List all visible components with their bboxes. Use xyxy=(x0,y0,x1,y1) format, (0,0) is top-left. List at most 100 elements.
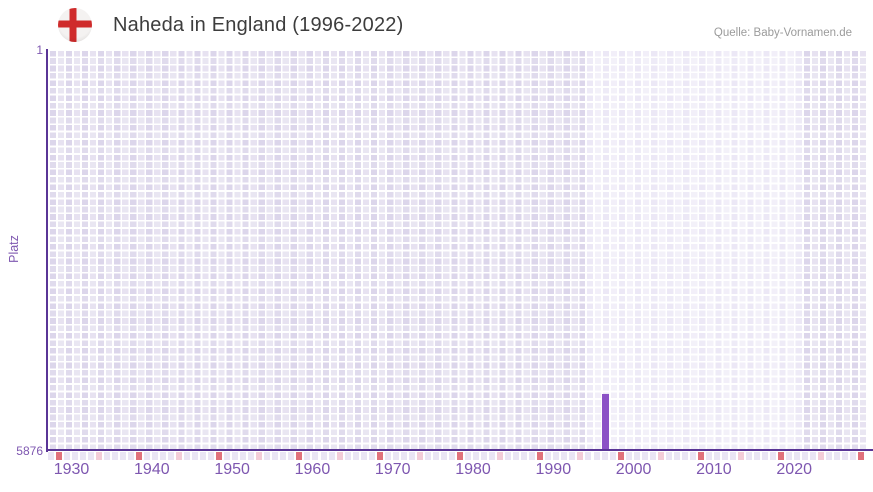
x-tick-2011 xyxy=(705,451,712,460)
x-tick-2016 xyxy=(746,451,753,460)
x-tick-2010 xyxy=(697,451,704,460)
x-tick-1951 xyxy=(224,451,231,460)
y-axis-title: Platz xyxy=(7,235,21,263)
x-tick-1968 xyxy=(360,451,367,460)
x-tick-1956 xyxy=(264,451,271,460)
x-tick-1941 xyxy=(143,451,150,460)
x-tick-1988 xyxy=(521,451,528,460)
x-tick-1944 xyxy=(167,451,174,460)
x-tick-2015 xyxy=(738,451,745,460)
x-tick-1991 xyxy=(545,451,552,460)
x-tick-1978 xyxy=(440,451,447,460)
england-flag-icon xyxy=(58,8,92,42)
x-tick-1937 xyxy=(111,451,118,460)
x-tick-label-1990: 1990 xyxy=(535,461,572,478)
x-tick-1954 xyxy=(248,451,255,460)
x-tick-2022 xyxy=(794,451,801,460)
x-tick-1950 xyxy=(216,451,223,460)
x-tick-2029 xyxy=(850,451,857,460)
x-tick-label-2020: 2020 xyxy=(776,461,812,478)
x-tick-1973 xyxy=(400,451,407,460)
x-tick-1932 xyxy=(71,451,78,460)
x-tick-1998 xyxy=(601,451,608,460)
x-tick-label-1970: 1970 xyxy=(374,461,411,478)
x-tick-1974 xyxy=(408,451,415,460)
x-tick-1943 xyxy=(159,451,166,460)
x-tick-2009 xyxy=(689,451,696,460)
x-tick-2021 xyxy=(786,451,793,460)
x-tick-2024 xyxy=(810,451,817,460)
x-tick-1957 xyxy=(272,451,279,460)
x-tick-1990 xyxy=(537,451,544,460)
x-tick-2012 xyxy=(713,451,720,460)
x-tick-1946 xyxy=(184,451,191,460)
x-tick-1986 xyxy=(505,451,512,460)
x-tick-1936 xyxy=(103,451,110,460)
x-tick-1971 xyxy=(384,451,391,460)
x-tick-1929 xyxy=(47,451,54,460)
x-axis-line xyxy=(46,449,873,451)
y-axis-line xyxy=(46,49,48,452)
x-tick-1962 xyxy=(312,451,319,460)
x-tick-2018 xyxy=(762,451,769,460)
x-tick-2001 xyxy=(625,451,632,460)
grid-zone-dark xyxy=(802,49,867,450)
x-tick-1969 xyxy=(368,451,375,460)
x-tick-1979 xyxy=(448,451,455,460)
source-credit: Quelle: Baby-Vornamen.de xyxy=(713,27,852,39)
x-tick-1999 xyxy=(609,451,616,460)
x-tick-1985 xyxy=(497,451,504,460)
x-tick-1964 xyxy=(328,451,335,460)
x-tick-2004 xyxy=(649,451,656,460)
x-tick-2014 xyxy=(730,451,737,460)
grid-zone-light xyxy=(585,49,803,450)
x-tick-1952 xyxy=(232,451,239,460)
x-tick-1994 xyxy=(569,451,576,460)
x-tick-1939 xyxy=(127,451,134,460)
x-tick-label-1950: 1950 xyxy=(214,461,250,478)
x-tick-1935 xyxy=(95,451,102,460)
x-tick-1989 xyxy=(529,451,536,460)
x-tick-1977 xyxy=(432,451,439,460)
x-tick-1945 xyxy=(175,451,182,460)
x-tick-1933 xyxy=(79,451,86,460)
x-tick-label-1960: 1960 xyxy=(294,461,331,478)
x-tick-label-2000: 2000 xyxy=(615,461,652,478)
x-tick-1987 xyxy=(513,451,520,460)
x-tick-2019 xyxy=(770,451,777,460)
x-tick-2026 xyxy=(826,451,833,460)
x-tick-2020 xyxy=(778,451,785,460)
x-tick-1992 xyxy=(553,451,560,460)
x-tick-2002 xyxy=(633,451,640,460)
x-tick-2006 xyxy=(665,451,672,460)
x-tick-1996 xyxy=(585,451,592,460)
x-tick-1981 xyxy=(465,451,472,460)
x-tick-1940 xyxy=(135,451,142,460)
x-tick-1970 xyxy=(376,451,383,460)
x-tick-1980 xyxy=(457,451,464,460)
x-tick-1934 xyxy=(87,451,94,460)
x-tick-2023 xyxy=(802,451,809,460)
x-tick-2027 xyxy=(834,451,841,460)
x-tick-2025 xyxy=(818,451,825,460)
x-tick-2000 xyxy=(617,451,624,460)
x-tick-label-1940: 1940 xyxy=(134,461,170,478)
rank-bar-1998 xyxy=(602,393,609,450)
grid-zone-dark xyxy=(47,49,586,450)
x-tick-2008 xyxy=(681,451,688,460)
page-title: Naheda in England (1996-2022) xyxy=(113,14,404,36)
x-tick-1942 xyxy=(151,451,158,460)
x-tick-2007 xyxy=(673,451,680,460)
x-tick-1963 xyxy=(320,451,327,460)
y-axis-max-label: 1 xyxy=(36,43,43,57)
x-tick-1975 xyxy=(416,451,423,460)
x-tick-1947 xyxy=(192,451,199,460)
x-tick-2005 xyxy=(657,451,664,460)
x-tick-2030 xyxy=(858,451,865,460)
x-tick-1983 xyxy=(481,451,488,460)
x-tick-2017 xyxy=(754,451,761,460)
x-tick-label-2010: 2010 xyxy=(696,461,732,478)
x-tick-1997 xyxy=(593,451,600,460)
x-tick-2013 xyxy=(721,451,728,460)
